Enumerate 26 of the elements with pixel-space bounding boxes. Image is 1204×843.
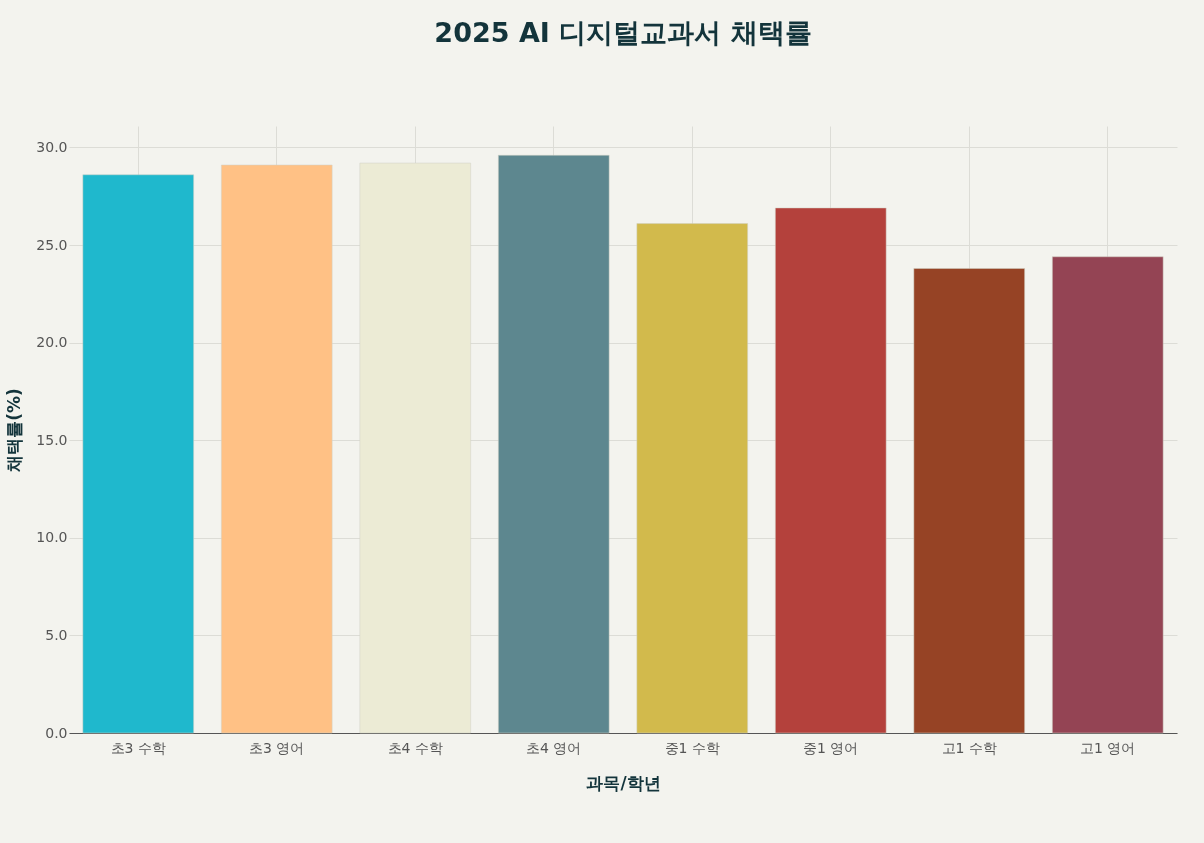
x-axis-title: 과목/학년 [586, 772, 661, 793]
bar [221, 164, 333, 734]
y-tick-label: 5.0 [45, 626, 68, 643]
bar [359, 162, 471, 734]
x-tick-label: 초3 영어 [249, 739, 305, 756]
y-tick-label: 10.0 [36, 529, 68, 546]
y-tick-label: 15.0 [36, 431, 68, 448]
x-tick-label: 고1 수학 [941, 739, 997, 756]
y-tick-label: 0.0 [45, 724, 68, 741]
x-tick-label: 중1 수학 [664, 739, 720, 756]
x-tick-label: 초4 영어 [526, 739, 582, 756]
x-tick-label: 고1 영어 [1080, 739, 1136, 756]
bar [82, 174, 194, 734]
x-tick-label: 초4 수학 [387, 739, 443, 756]
chart-title: 2025 AI 디지털교과서 채택률 [434, 17, 812, 48]
y-tick-label: 25.0 [36, 236, 68, 253]
bar [498, 155, 610, 734]
y-tick-label: 20.0 [36, 334, 68, 351]
bar [636, 223, 748, 734]
bar [1052, 256, 1164, 734]
x-tick-label: 초3 수학 [110, 739, 166, 756]
bar [775, 207, 887, 734]
y-tick-label: 30.0 [36, 138, 68, 155]
y-axis-title: 채택률(%) [4, 388, 25, 473]
x-tick-label: 중1 영어 [803, 739, 859, 756]
bar [913, 268, 1025, 734]
